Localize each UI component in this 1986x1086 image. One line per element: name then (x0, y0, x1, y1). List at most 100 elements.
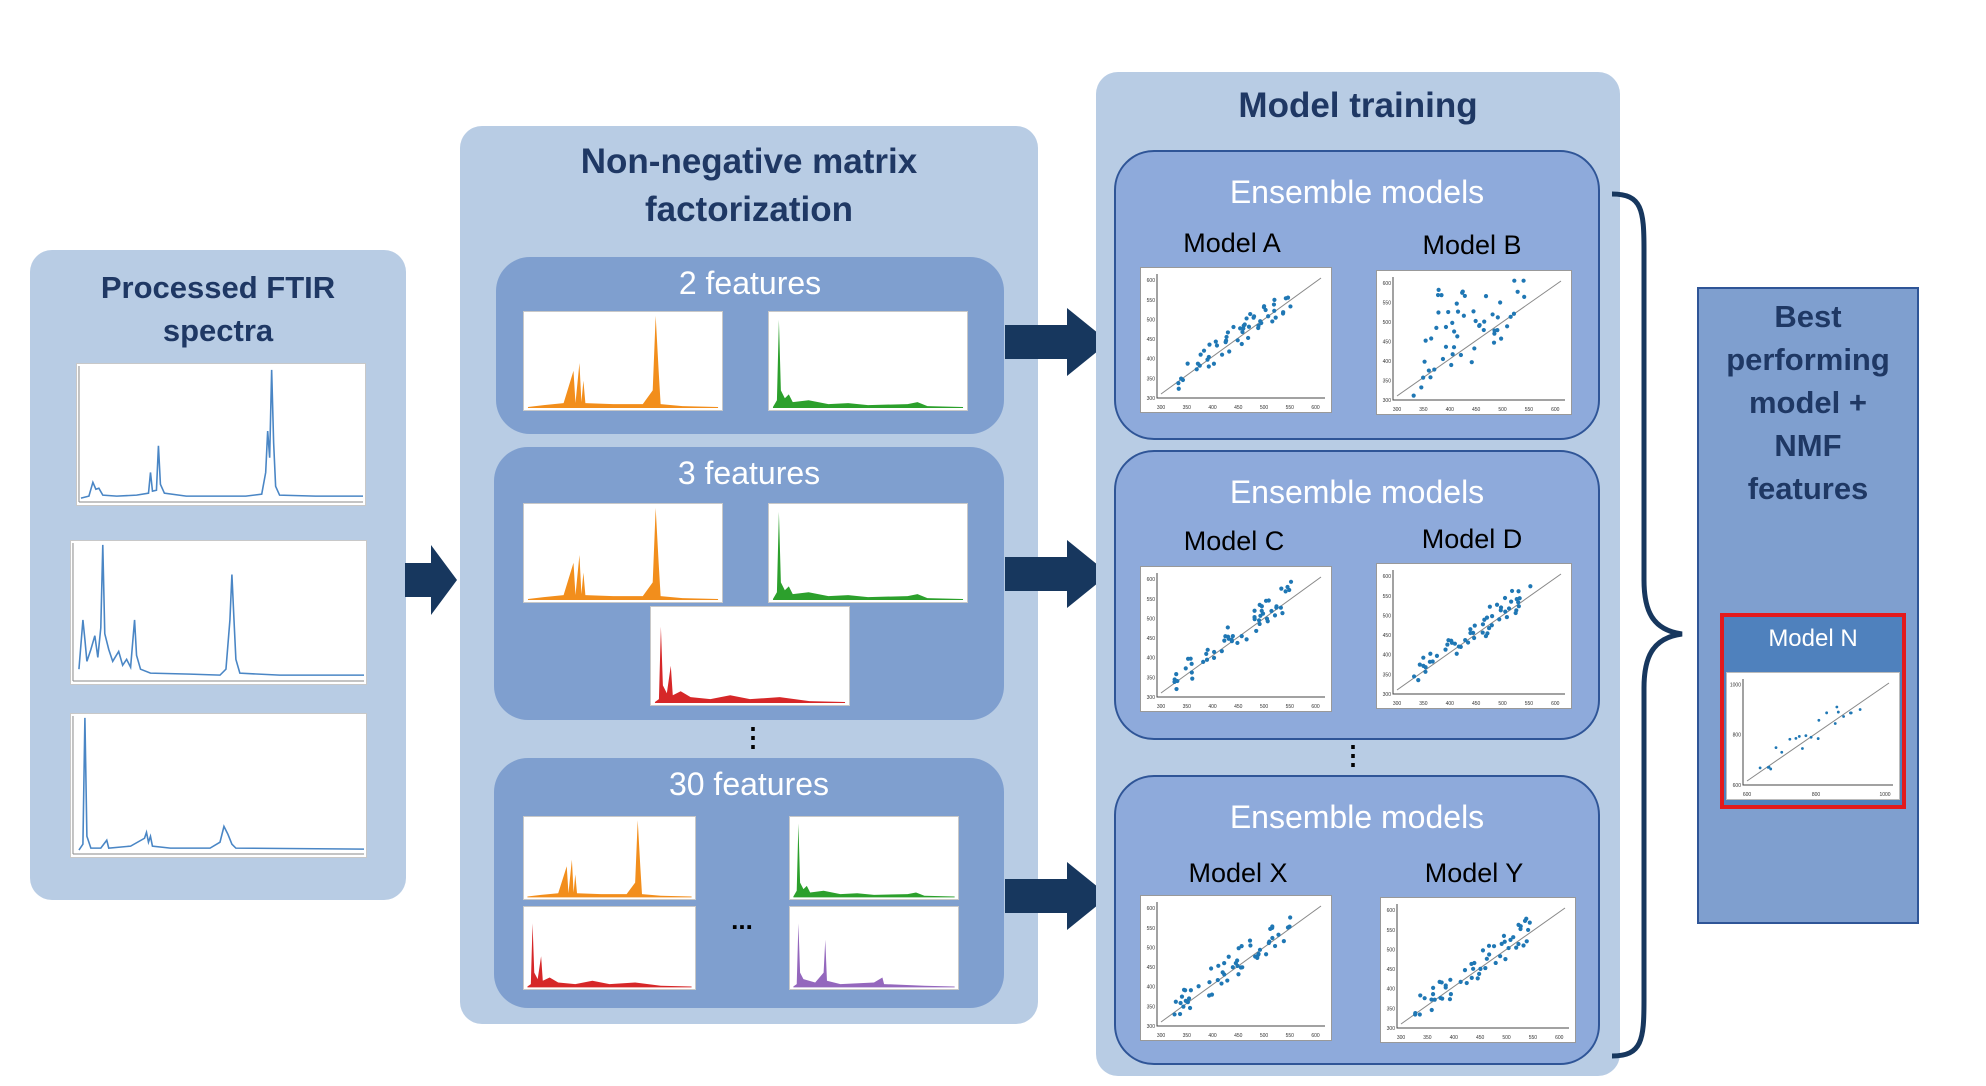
x-tick-label: 350 (1183, 405, 1192, 411)
scatter-point (1265, 619, 1270, 624)
arrow-ftir-to-nmf (405, 545, 457, 615)
scatter-point (1472, 346, 1477, 351)
scatter-point (1494, 602, 1500, 607)
scatter-point (1497, 617, 1502, 622)
scatter-point (1272, 308, 1277, 313)
x-tick-label: 550 (1286, 1033, 1295, 1039)
scatter-point (1281, 938, 1286, 944)
x-tick-label: 400 (1446, 701, 1455, 707)
scatter-point (1478, 966, 1483, 971)
scatter-point (1211, 655, 1217, 660)
scatter-point (1266, 940, 1271, 946)
y-tick-label: 300 (1383, 398, 1392, 404)
scatter-point (1482, 319, 1487, 324)
scatter-point (1505, 324, 1510, 329)
x-tick-label: 300 (1157, 704, 1166, 710)
scatter-point (1440, 996, 1445, 1001)
scatter-point (1214, 343, 1220, 348)
plot-axes (1156, 902, 1325, 1027)
scatter-point (1229, 637, 1234, 642)
scatter-point (1207, 980, 1212, 985)
x-tick-label: 600 (1551, 701, 1560, 707)
plot-axes (1742, 679, 1893, 786)
x-tick-label: 500 (1502, 1035, 1511, 1041)
scatter-point (1421, 375, 1426, 380)
nmf-component-green (768, 311, 968, 411)
scatter-point (1435, 292, 1441, 298)
scatter-point (1463, 638, 1468, 643)
nmf-title-line1: Non-negative matrix (580, 142, 918, 181)
best-model-panel: Best performing model + NMF features (1697, 287, 1919, 924)
scatter-point (1227, 349, 1232, 354)
scatter-point (1248, 311, 1253, 317)
scatter-point (1278, 605, 1283, 610)
scatter-point (1450, 320, 1455, 325)
scatter-point (1260, 611, 1266, 616)
scatter-point (1207, 342, 1212, 347)
scatter-point (1172, 1012, 1177, 1017)
ensemble-label: Ensemble models (1229, 474, 1485, 510)
nmf-group-label: 2 features (678, 265, 822, 301)
scatter-point (1758, 766, 1762, 770)
scatter-point (1462, 968, 1468, 973)
scatter-point (1186, 996, 1192, 1001)
scatter-point (1480, 630, 1485, 635)
scatter-point (1272, 613, 1278, 618)
scatter-point (1418, 993, 1423, 998)
scatter-point (1480, 948, 1486, 953)
x-tick-label: 400 (1208, 704, 1217, 710)
best-title-line: model + (1748, 385, 1867, 420)
scatter-point (1487, 604, 1492, 609)
scatter-point (1181, 1004, 1186, 1009)
scatter-point (1270, 319, 1275, 324)
scatter-point (1502, 595, 1508, 601)
y-tick-label: 450 (1147, 337, 1156, 343)
scatter-point (1285, 295, 1291, 300)
x-tick-label: 500 (1260, 405, 1269, 411)
scatter-point (1219, 981, 1224, 986)
model-label: Model X (1188, 858, 1288, 888)
scatter-point (1413, 1011, 1418, 1016)
scatter-plot: 600 800 1000 600 800 1000 (1726, 672, 1900, 800)
y-tick-label: 500 (1147, 317, 1156, 323)
y-tick-label: 450 (1147, 965, 1156, 971)
scatter-point (1833, 722, 1837, 725)
scatter-point (1197, 363, 1202, 368)
y-tick-label: 400 (1147, 985, 1156, 991)
ftir-spectrum-2 (70, 540, 367, 685)
scatter-point (1774, 746, 1778, 750)
scatter-point (1272, 943, 1278, 949)
scatter-point (1180, 377, 1186, 383)
scatter-point (1462, 293, 1467, 299)
scatter-point (1185, 361, 1190, 366)
y-tick-label: 450 (1383, 340, 1392, 346)
scatter-point (1240, 965, 1245, 970)
scatter-point (1288, 579, 1294, 584)
scatter-point (1439, 980, 1444, 985)
x-tick-label: 550 (1286, 405, 1295, 411)
scatter-point (1471, 309, 1476, 314)
scatter-point (1509, 599, 1514, 604)
scatter-point (1242, 322, 1247, 327)
scatter-point (1187, 1005, 1193, 1011)
y-tick-label: 600 (1733, 783, 1742, 789)
scatter-point (1469, 961, 1474, 967)
best-title-line: NMF (1774, 428, 1842, 463)
scatter-point (1244, 316, 1249, 321)
scatter-point (1468, 627, 1473, 632)
scatter-point (1285, 584, 1290, 590)
scatter-point (1173, 999, 1178, 1004)
scatter-point (1262, 304, 1267, 309)
x-tick-label: 550 (1525, 701, 1534, 707)
scatter-point (1477, 971, 1482, 976)
y-tick-label: 550 (1387, 928, 1396, 934)
scatter-svg: 600 800 1000 600 800 1000 (1730, 679, 1893, 798)
scatter-point (1842, 715, 1845, 718)
scatter-point (1449, 362, 1454, 368)
model-label: Model B (1422, 230, 1522, 260)
x-tick-label: 500 (1498, 701, 1507, 707)
scatter-point (1434, 325, 1439, 331)
scatter-point (1493, 960, 1498, 966)
scatter-point (1287, 924, 1292, 929)
scatter-point (1224, 334, 1229, 340)
